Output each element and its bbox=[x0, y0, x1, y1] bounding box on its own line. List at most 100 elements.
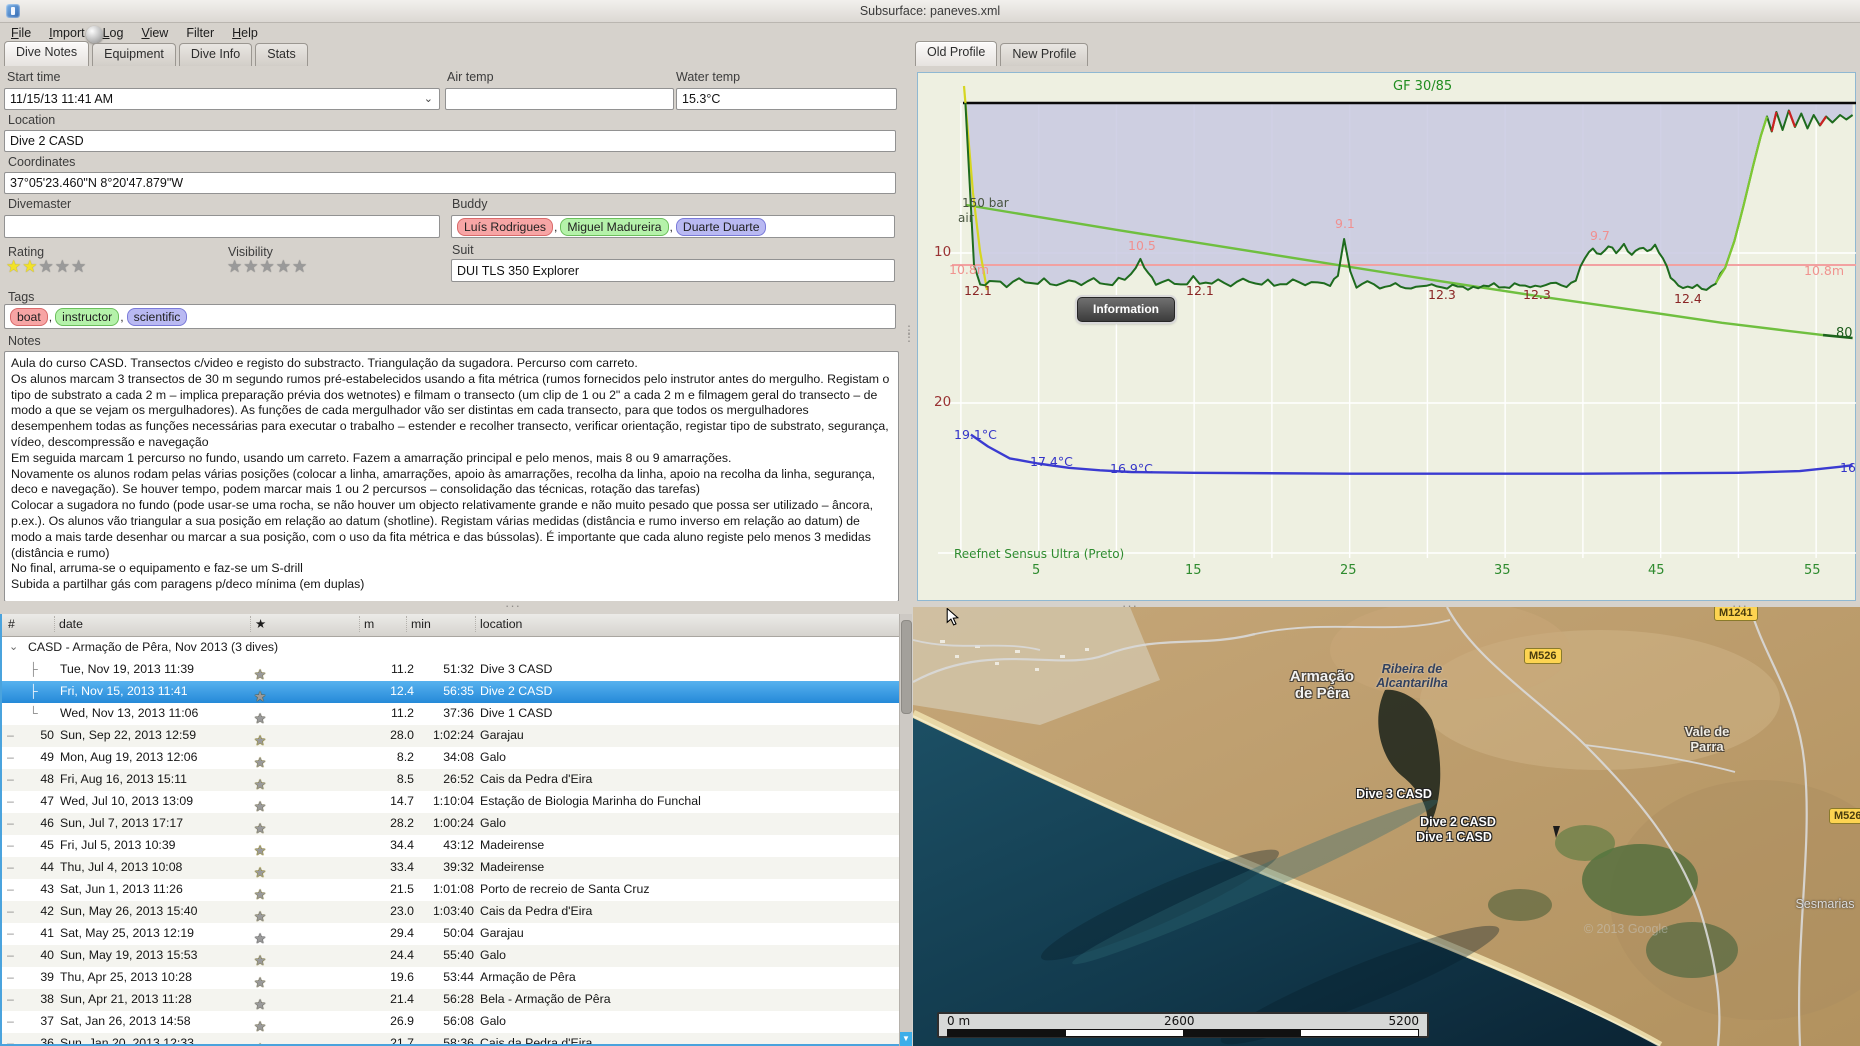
menu-file[interactable]: File bbox=[11, 25, 32, 40]
menu-view[interactable]: View bbox=[141, 25, 169, 40]
trip-group-row[interactable]: ⌄ CASD - Armação de Pêra, Nov 2013 (3 di… bbox=[2, 637, 899, 659]
table-row[interactable]: ├ Tue, Nov 19, 2013 11:39 ★ ★ ★ ★ ★ 11.2 51:32 Di… bbox=[2, 659, 899, 682]
scrollbar-down-icon[interactable]: ▼ bbox=[900, 1032, 912, 1046]
tag-pill[interactable]: scientific bbox=[126, 307, 188, 326]
dive-duration: 56:35 bbox=[443, 684, 474, 698]
visibility-stars[interactable]: ★★★★★ bbox=[227, 259, 308, 276]
dive-site-marker[interactable] bbox=[1553, 826, 1560, 838]
col-rating[interactable]: ★ bbox=[255, 617, 267, 631]
col-depth[interactable]: m bbox=[364, 617, 375, 631]
table-row[interactable]: –44 Thu, Jul 4, 2013 10:08 ★ ★ ★ ★ ★ 33.4 39:32 M… bbox=[2, 857, 899, 880]
table-row[interactable]: –45 Fri, Jul 5, 2013 10:39 ★ ★ ★ ★ ★ 34.4 43:12 M… bbox=[2, 835, 899, 859]
table-row[interactable]: –42 Sun, May 26, 2013 15:40 ★ ★ ★ ★ ★ 23.0 1:03:… bbox=[2, 901, 899, 925]
scale-end: 5200 bbox=[1388, 1014, 1419, 1028]
water-temp-label: Water temp bbox=[676, 70, 741, 84]
tab-new-profile[interactable]: New Profile bbox=[1000, 43, 1089, 66]
coordinates-field[interactable]: 37°05'23.460"N 8°20'47.879"W bbox=[4, 172, 896, 194]
table-row[interactable]: –49 Mon, Aug 19, 2013 12:06 ★ ★ ★ ★ ★ 8.2 34:08 G… bbox=[2, 747, 899, 770]
rating-stars[interactable]: ★★★★★ bbox=[6, 259, 87, 276]
dive-list-body: ├ Tue, Nov 19, 2013 11:39 ★ ★ ★ ★ ★ 11.2 51:32 Di… bbox=[2, 659, 899, 1046]
table-row[interactable]: └ Wed, Nov 13, 2013 11:06 ★ ★ ★ ★ ★ 11.2 37:36 Di… bbox=[2, 703, 899, 726]
suit-field[interactable]: DUI TLS 350 Explorer bbox=[451, 259, 895, 282]
buddy-pill[interactable]: Luís Rodrigues bbox=[457, 217, 553, 236]
menu-help[interactable]: Help bbox=[232, 25, 258, 40]
star-filled-icon: ★ bbox=[254, 843, 268, 859]
tree-branch-icon: ├ bbox=[29, 662, 38, 676]
col-location[interactable]: location bbox=[480, 617, 523, 631]
dive-depth: 21.7 bbox=[390, 1036, 414, 1046]
tree-branch-icon: – bbox=[7, 860, 14, 874]
star-empty-icon: ★ bbox=[254, 887, 268, 903]
table-row[interactable]: –40 Sun, May 19, 2013 15:53 ★ ★ ★ ★ ★ 24.4 55:40… bbox=[2, 945, 899, 968]
dive-duration: 56:28 bbox=[443, 992, 474, 1006]
col-number[interactable]: # bbox=[8, 617, 15, 631]
x-axis-tick: 45 bbox=[1648, 563, 1665, 578]
dive-site-label[interactable]: Dive 3 CASD bbox=[1356, 787, 1432, 801]
start-time-combo[interactable]: 11/15/13 11:41 AM ⌄ bbox=[4, 88, 440, 110]
menu-log[interactable]: Log bbox=[102, 25, 124, 40]
star-empty-icon: ★ bbox=[254, 931, 268, 947]
table-row[interactable]: –48 Fri, Aug 16, 2013 15:11 ★ ★ ★ ★ ★ 8.5 26:52 C… bbox=[2, 769, 899, 793]
star-filled-icon: ★ bbox=[254, 1019, 268, 1035]
dive-duration: 43:12 bbox=[443, 838, 474, 852]
chart-label: 12.1 bbox=[964, 283, 992, 298]
table-row[interactable]: –39 Thu, Apr 25, 2013 10:28 ★ ★ ★ ★ ★ 19.6 53:44… bbox=[2, 967, 899, 991]
ascent-warning-segments bbox=[1770, 110, 1828, 132]
table-row[interactable]: –50 Sun, Sep 22, 2013 12:59 ★ ★ ★ ★ ★ 28.0 1:02:… bbox=[2, 725, 899, 748]
tree-branch-icon: – bbox=[7, 794, 14, 808]
tab-old-profile[interactable]: Old Profile bbox=[915, 41, 998, 66]
table-row[interactable]: –37 Sat, Jan 26, 2013 14:58 ★ ★ ★ ★ ★ 26.9 56:08… bbox=[2, 1011, 899, 1035]
dive-duration: 1:03:40 bbox=[432, 904, 474, 918]
scrollbar-thumb[interactable] bbox=[901, 620, 912, 714]
table-row[interactable]: –38 Sun, Apr 21, 2013 11:28 ★ ★ ★ ★ ★ 21.4 56:28… bbox=[2, 989, 899, 1012]
tree-branch-icon: – bbox=[7, 1036, 14, 1046]
water-temp-field[interactable]: 15.3°C bbox=[676, 88, 897, 110]
dive-list-header[interactable]: # date ★ m min location bbox=[2, 614, 899, 637]
tag-pill[interactable]: boat bbox=[10, 307, 48, 326]
table-row[interactable]: ├ Fri, Nov 15, 2013 11:41 ★ ★ ★ ★ ★ 12.4 56:35 Di… bbox=[2, 681, 899, 704]
buddy-pill[interactable]: Duarte Duarte bbox=[675, 217, 767, 236]
dive-list-table[interactable]: # date ★ m min location ⌄ CASD - Armação… bbox=[0, 614, 899, 1046]
dive-depth: 29.4 bbox=[390, 926, 414, 940]
col-date[interactable]: date bbox=[59, 617, 83, 631]
buddy-pill[interactable]: Miguel Madureira bbox=[560, 217, 669, 236]
table-row[interactable]: –46 Sun, Jul 7, 2013 17:17 ★ ★ ★ ★ ★ 28.2 1:00:2… bbox=[2, 813, 899, 836]
notes-textarea[interactable]: Aula do curso CASD. Transectos c/video e… bbox=[4, 351, 899, 602]
tab-equipment[interactable]: Equipment bbox=[92, 43, 176, 66]
tab-dive-info[interactable]: Dive Info bbox=[178, 43, 253, 66]
tab-stats[interactable]: Stats bbox=[255, 43, 308, 66]
information-button[interactable]: Information bbox=[1077, 297, 1175, 322]
buddy-field[interactable]: Luís Rodrigues, Miguel Madureira, Duarte D… bbox=[451, 215, 895, 238]
dive-site-label[interactable]: Dive 2 CASD bbox=[1420, 815, 1496, 829]
dive-site-map[interactable]: Armação de Pêra Ribeira de Alcantarilha Va… bbox=[913, 607, 1860, 1046]
menu-import[interactable]: Import bbox=[49, 25, 85, 40]
table-row[interactable]: –41 Sat, May 25, 2013 12:19 ★ ★ ★ ★ ★ 29.4 50:04… bbox=[2, 923, 899, 947]
table-row[interactable]: –43 Sat, Jun 1, 2013 11:26 ★ ★ ★ ★ ★ 21.5 1:01:0… bbox=[2, 879, 899, 903]
tab-dive-notes[interactable]: Dive Notes bbox=[4, 41, 90, 66]
depth-fill-area bbox=[965, 103, 1853, 290]
x-axis-tick: 35 bbox=[1494, 563, 1511, 578]
dive-site-label[interactable]: Dive 1 CASD bbox=[1416, 830, 1492, 844]
menu-filter[interactable]: Filter bbox=[186, 25, 215, 40]
air-temp-field[interactable] bbox=[445, 88, 674, 110]
tag-pill[interactable]: instructor bbox=[55, 307, 120, 326]
tags-field[interactable]: boat, instructor, scientific bbox=[4, 304, 896, 329]
dive-number: 38 bbox=[40, 992, 54, 1006]
star-filled-icon: ★ bbox=[254, 975, 268, 991]
divemaster-field[interactable] bbox=[4, 215, 440, 238]
dive-location: Cais da Pedra d'Eira bbox=[480, 904, 593, 918]
dive-location: Bela - Armação de Pêra bbox=[480, 992, 611, 1006]
vertical-splitter[interactable]: ⋮ ⋮ bbox=[899, 43, 915, 601]
star-empty-icon: ★ bbox=[254, 931, 268, 947]
dive-location: Madeirense bbox=[480, 860, 545, 874]
collapse-caret-icon[interactable]: ⌄ bbox=[9, 641, 19, 653]
dive-depth: 23.0 bbox=[390, 904, 414, 918]
location-field[interactable]: Dive 2 CASD bbox=[4, 130, 896, 152]
dive-list-scrollbar[interactable]: ▼ bbox=[899, 614, 912, 1046]
dive-depth: 11.2 bbox=[390, 706, 414, 720]
col-duration[interactable]: min bbox=[411, 617, 431, 631]
star-empty-icon: ★ bbox=[254, 909, 268, 925]
star-filled-icon: ★ bbox=[254, 777, 268, 793]
table-row[interactable]: –47 Wed, Jul 10, 2013 13:09 ★ ★ ★ ★ ★ 14.7 1:10:… bbox=[2, 791, 899, 814]
